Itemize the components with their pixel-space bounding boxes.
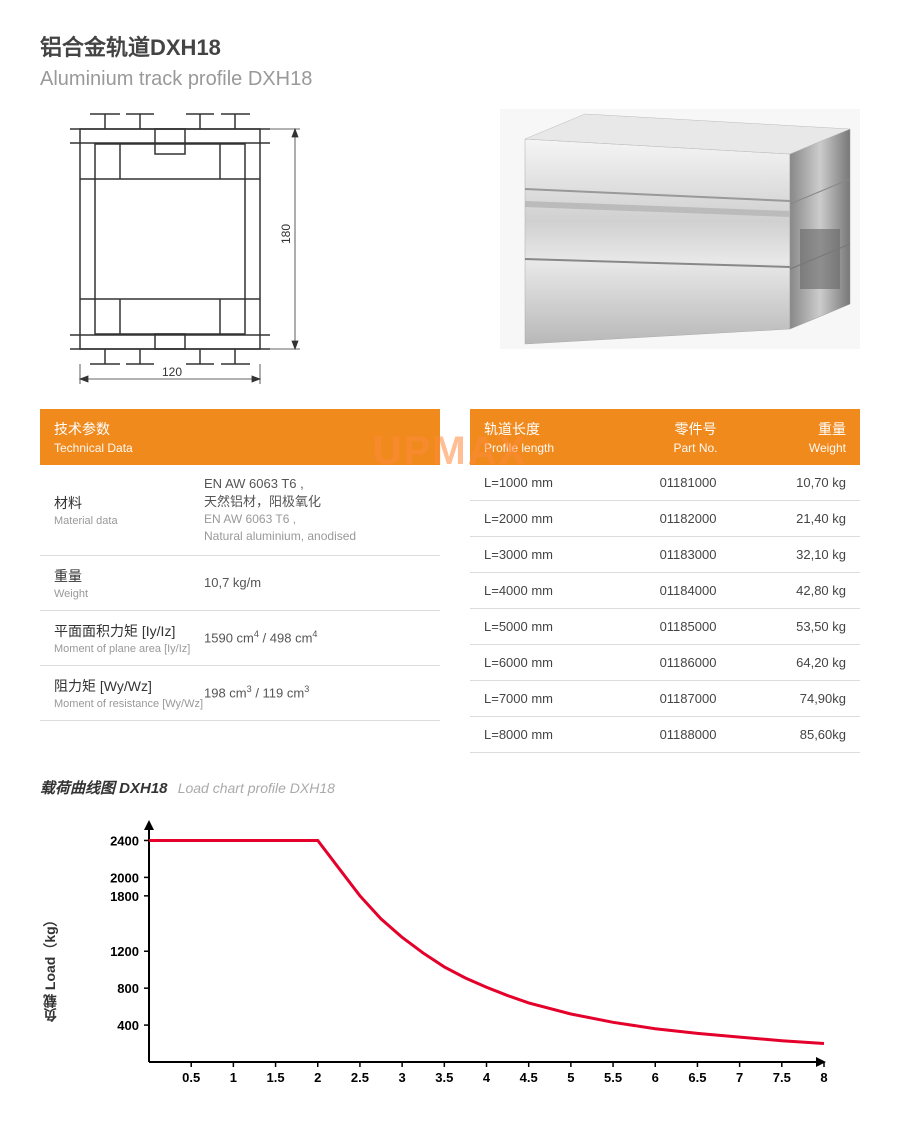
svg-text:2.5: 2.5: [351, 1070, 369, 1085]
svg-text:1800: 1800: [110, 889, 139, 904]
title-en: Aluminium track profile DXH18: [40, 68, 860, 91]
table-row: 平面面积力矩 [Iy/Iz]Moment of plane area [Iy/I…: [40, 611, 440, 666]
table-row: L=2000 mm0118200021,40 kg: [470, 501, 860, 537]
top-row: 120 180: [40, 109, 860, 389]
svg-text:6.5: 6.5: [688, 1070, 706, 1085]
table-row: 重量Weight10,7 kg/m: [40, 556, 440, 611]
watermark-text: UPMAX: [373, 429, 527, 474]
svg-text:5: 5: [567, 1070, 574, 1085]
table-row: L=7000 mm0118700074,90kg: [470, 681, 860, 717]
svg-text:3: 3: [399, 1070, 406, 1085]
table-row: L=1000 mm0118100010,70 kg: [470, 465, 860, 501]
svg-text:800: 800: [117, 981, 139, 996]
svg-text:2400: 2400: [110, 833, 139, 848]
svg-text:7: 7: [736, 1070, 743, 1085]
svg-text:2: 2: [314, 1070, 321, 1085]
chart-title: 载荷曲线图 DXH18 Load chart profile DXH18: [40, 777, 860, 798]
table-row: L=3000 mm0118300032,10 kg: [470, 537, 860, 573]
table-row: 阻力矩 [Wy/Wz]Moment of resistance [Wy/Wz]1…: [40, 666, 440, 721]
svg-text:4.5: 4.5: [520, 1070, 538, 1085]
table-row: L=6000 mm0118600064,20 kg: [470, 645, 860, 681]
len-h3-en: Weight: [766, 441, 846, 455]
table-row: 材料Material dataEN AW 6063 T6 ,天然铝材，阳极氧化E…: [40, 465, 440, 556]
svg-text:5.5: 5.5: [604, 1070, 622, 1085]
length-table: 轨道长度 Profile length 零件号 Part No. 重量 Weig…: [470, 409, 860, 753]
dim-width: 120: [162, 365, 182, 379]
chart-ylabel: 负载 Load（kg）: [40, 812, 60, 1092]
chart-title-en: Load chart profile DXH18: [178, 780, 335, 796]
tech-header-cn: 技术参数: [54, 419, 426, 439]
dim-height: 180: [279, 224, 293, 244]
len-h2-cn: 零件号: [625, 419, 766, 439]
svg-text:3.5: 3.5: [435, 1070, 453, 1085]
profile-drawing: 120 180: [40, 109, 340, 389]
svg-text:400: 400: [117, 1018, 139, 1033]
tech-header-en: Technical Data: [54, 441, 426, 455]
load-chart: 负载 Load（kg） 400 800 1200 1800 2000 2400 0.5 1 1.…: [40, 812, 860, 1092]
svg-text:8: 8: [820, 1070, 827, 1085]
product-photo: [500, 109, 860, 349]
table-row: L=4000 mm0118400042,80 kg: [470, 573, 860, 609]
len-h2-en: Part No.: [625, 441, 766, 455]
svg-text:7.5: 7.5: [773, 1070, 791, 1085]
chart-title-cn: 载荷曲线图 DXH18: [40, 780, 168, 797]
svg-text:0.5: 0.5: [182, 1070, 200, 1085]
svg-text:1.5: 1.5: [267, 1070, 285, 1085]
svg-text:6: 6: [652, 1070, 659, 1085]
svg-text:2000: 2000: [110, 870, 139, 885]
title-cn: 铝合金轨道DXH18: [40, 30, 860, 62]
table-row: L=8000 mm0118800085,60kg: [470, 717, 860, 753]
svg-text:1: 1: [230, 1070, 237, 1085]
len-h3-cn: 重量: [766, 419, 846, 439]
svg-text:1200: 1200: [110, 944, 139, 959]
table-row: L=5000 mm0118500053,50 kg: [470, 609, 860, 645]
svg-text:4: 4: [483, 1070, 491, 1085]
